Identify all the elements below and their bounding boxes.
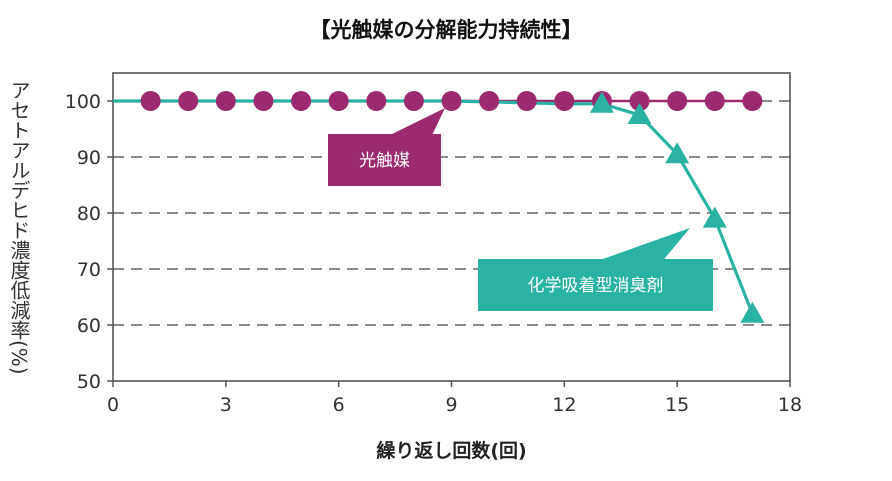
y-tick-label: 90	[77, 147, 101, 169]
callout-box	[478, 259, 713, 311]
data-point-triangle	[589, 91, 614, 113]
data-point-circle	[140, 91, 161, 111]
data-point-circle	[704, 91, 725, 111]
y-tick-label: 50	[77, 371, 101, 393]
y-tick-label: 70	[77, 259, 101, 281]
data-point-circle	[291, 91, 312, 111]
data-point-circle	[742, 91, 763, 111]
x-tick-label: 18	[778, 394, 802, 416]
y-tick-label: 80	[77, 203, 101, 225]
y-tick-label: 100	[65, 91, 101, 113]
data-point-triangle	[627, 103, 652, 124]
data-point-triangle	[702, 206, 727, 228]
data-point-circle	[629, 91, 650, 111]
data-point-circle	[215, 91, 236, 111]
data-point-triangle	[740, 301, 765, 323]
series-line-2	[113, 99, 754, 315]
data-point-triangle	[665, 142, 690, 164]
data-point-circle	[253, 91, 274, 111]
data-point-circle	[554, 91, 575, 111]
data-point-circle	[403, 91, 424, 111]
chart-title: 【光触媒の分解能力持続性】	[309, 18, 583, 42]
callout-box	[328, 134, 441, 186]
data-point-circle	[178, 91, 199, 111]
x-tick-label: 15	[665, 394, 689, 416]
data-point-circle	[479, 91, 500, 111]
callout-pointer	[600, 228, 690, 264]
data-point-circle	[667, 91, 688, 111]
x-tick-label: 3	[220, 394, 232, 416]
legend-label: 化学吸着型消臭剤	[528, 276, 664, 296]
y-tick-label: 60	[77, 315, 101, 337]
x-tick-label: 9	[445, 394, 457, 416]
plot-frame	[112, 72, 791, 382]
data-point-circle	[366, 91, 387, 111]
data-point-circle	[516, 91, 537, 111]
x-axis-label: 繰り返し回数(回)	[376, 439, 526, 462]
x-tick-label: 12	[552, 394, 576, 416]
data-point-circle	[441, 91, 462, 111]
data-point-circle	[328, 91, 349, 111]
legend-label: 光触媒	[359, 151, 410, 171]
y-axis-label: アセトアルデヒド濃度低減率(%)	[7, 80, 31, 375]
x-tick-label: 6	[333, 394, 345, 416]
x-tick-label: 0	[107, 394, 119, 416]
